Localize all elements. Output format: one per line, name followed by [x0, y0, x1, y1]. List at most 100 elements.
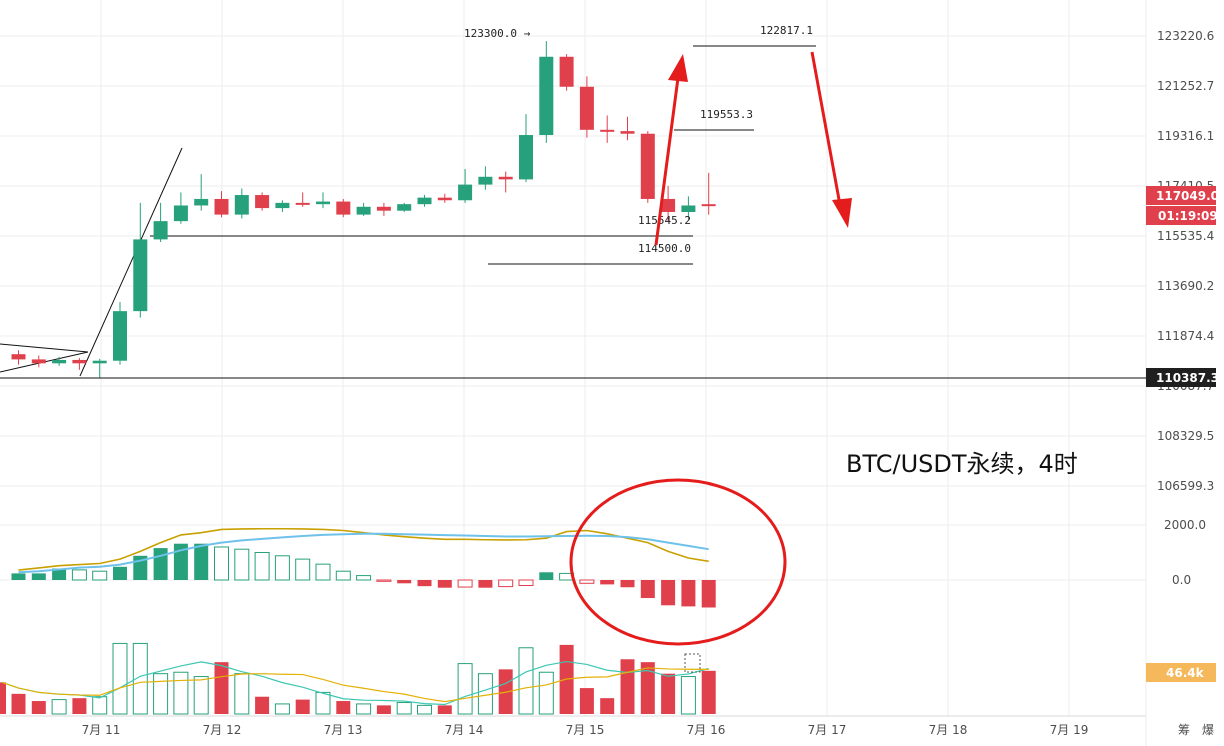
- candle: [153, 202, 168, 243]
- annotation-target-high: 122817.1: [760, 24, 813, 37]
- macd-hist-bar: [498, 579, 514, 588]
- volume-bar: [396, 701, 412, 715]
- macd-hist-bar: [437, 580, 452, 588]
- candle-body: [194, 198, 209, 206]
- volume-bar: [255, 696, 270, 714]
- volume-bar: [92, 696, 108, 715]
- arrow-up-head: [668, 54, 688, 82]
- footer-label-chou[interactable]: 筹: [1178, 723, 1190, 737]
- price-tick-label: 108329.5: [1157, 429, 1214, 443]
- date-tick-label: 7月 12: [203, 723, 242, 737]
- candle-body: [234, 195, 249, 215]
- macd-hist-bar: [92, 570, 108, 581]
- volume-bar: [336, 701, 351, 714]
- candle-body: [701, 204, 716, 207]
- macd-hist-bar: [356, 575, 372, 581]
- candle-body: [579, 86, 594, 130]
- macd-hist-bar: [600, 580, 615, 585]
- volume-bar: [72, 698, 87, 714]
- candle: [234, 188, 249, 219]
- macd-hist-bar: [335, 570, 351, 581]
- macd-hist-bar: [457, 579, 473, 588]
- macd-hist-bar: [274, 555, 290, 581]
- candle: [31, 355, 46, 368]
- macd-hist-bar: [234, 548, 250, 581]
- volume-ma-gold: [1, 667, 709, 703]
- candle-body: [356, 206, 371, 215]
- candle-body: [539, 56, 554, 136]
- candle: [600, 115, 615, 143]
- macd-hist-bar: [315, 563, 331, 581]
- price-axis: 123220.6121252.7119316.1117410.5115535.4…: [1157, 29, 1214, 587]
- volume-bar: [112, 642, 128, 715]
- volume-bar: [437, 705, 452, 714]
- candle: [11, 350, 26, 365]
- macd-hist-bar: [640, 580, 655, 599]
- highlight-circle: [569, 478, 787, 646]
- macd-hist-bar: [214, 546, 229, 581]
- candle: [458, 168, 473, 203]
- candle: [316, 192, 330, 209]
- volume-bar: [680, 676, 696, 715]
- date-tick-label: 7月 18: [929, 723, 968, 737]
- line-price-tag: 110387.3: [1156, 371, 1219, 385]
- date-tick-label: 7月 17: [808, 723, 847, 737]
- candle: [498, 171, 513, 193]
- volume-bar: [31, 701, 46, 714]
- candle: [356, 202, 371, 216]
- candle: [640, 131, 655, 203]
- macd-hist-bar: [661, 580, 676, 606]
- date-tick-label: 7月 11: [82, 723, 121, 737]
- trend-line-rising: [79, 147, 183, 377]
- candle-body: [173, 205, 188, 222]
- candle-body: [519, 135, 533, 180]
- volume-bar: [477, 673, 493, 715]
- macd-line-blue: [18, 532, 709, 574]
- axis-footer: 筹 爆: [1178, 723, 1214, 737]
- candle: [661, 185, 676, 222]
- candle: [194, 174, 209, 211]
- candle: [417, 195, 432, 207]
- volume-bar: [315, 691, 331, 715]
- candle: [92, 358, 107, 378]
- candle-body: [316, 201, 330, 205]
- volume-bar: [518, 647, 534, 715]
- macd-panel: [11, 527, 716, 608]
- volume-bar: [132, 642, 148, 715]
- macd-hist-bar: [71, 569, 87, 581]
- date-tick-label: 7月 15: [566, 723, 605, 737]
- macd-hist-bar: [113, 566, 127, 580]
- macd-hist-bar: [478, 580, 493, 588]
- candle-body: [52, 359, 67, 364]
- macd-hist-bar: [194, 543, 209, 580]
- grid: [0, 0, 1147, 746]
- macd-hist-bar: [295, 558, 311, 581]
- candle: [437, 193, 452, 203]
- footer-label-bao[interactable]: 爆: [1202, 723, 1214, 737]
- macd-hist-bar: [254, 552, 270, 581]
- arrow-up-line: [654, 77, 680, 246]
- current-price-tag-bg: [1146, 186, 1216, 205]
- candle-body: [113, 311, 127, 361]
- candle-body: [153, 221, 168, 240]
- candle-body: [255, 195, 270, 209]
- candle: [255, 192, 270, 211]
- volume-bar: [274, 703, 290, 715]
- candle-body: [295, 202, 310, 205]
- annotation-mid: 119553.3: [700, 108, 753, 121]
- candle-body: [661, 198, 676, 212]
- macd-zero-label: 0.0: [1172, 573, 1191, 587]
- date-tick-label: 7月 19: [1050, 723, 1089, 737]
- date-tick-label: 7月 16: [687, 723, 726, 737]
- volume-bar: [661, 673, 676, 714]
- candles: [11, 41, 716, 378]
- macd-hist-bar: [579, 579, 595, 584]
- candle-body: [133, 239, 148, 312]
- volume-bar: [538, 671, 554, 715]
- candle-body: [11, 354, 26, 360]
- macd-hist-bar: [31, 573, 46, 580]
- volume-current-outline: [684, 653, 701, 673]
- volume-bar: [620, 659, 635, 714]
